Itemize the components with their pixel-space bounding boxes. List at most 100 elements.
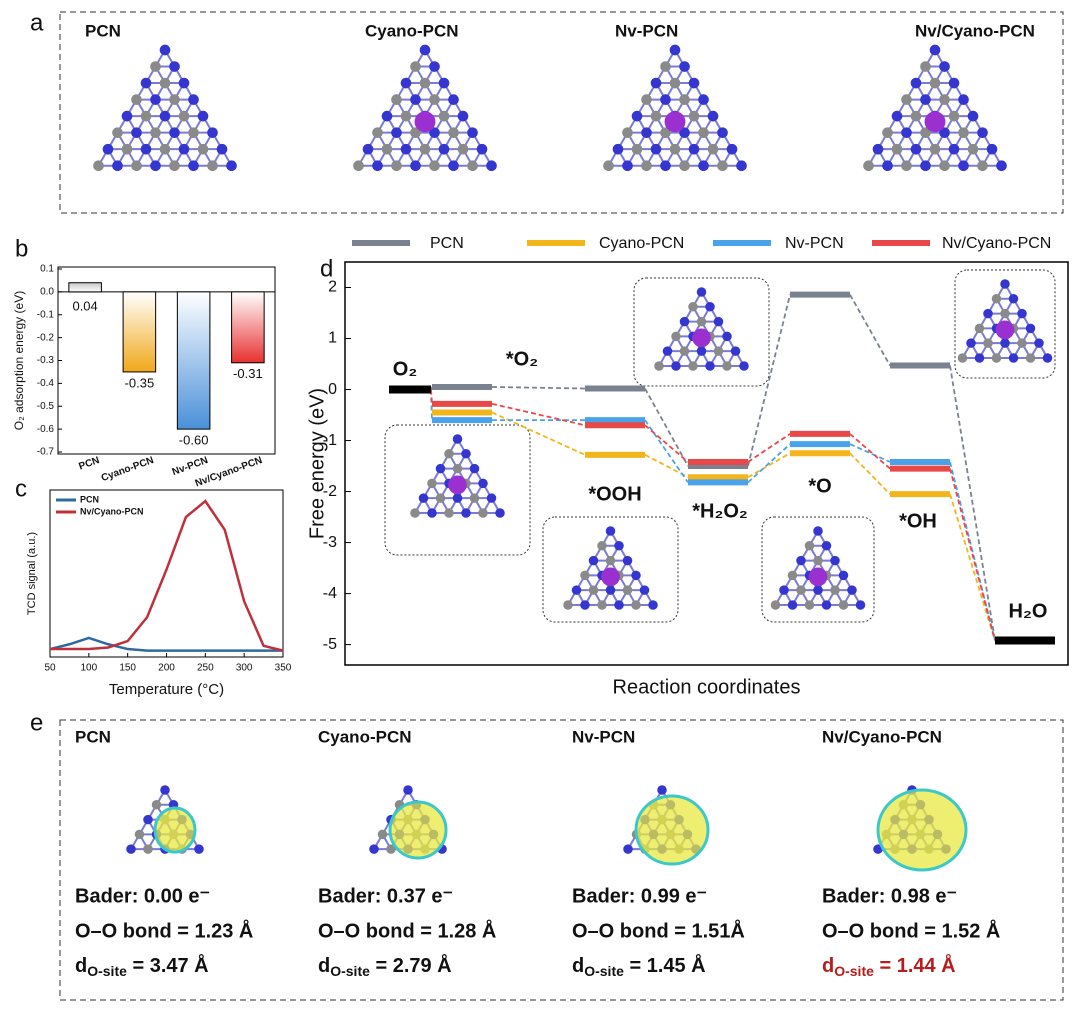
atom (400, 143, 412, 155)
level-label: H₂O (1009, 600, 1048, 622)
atom (739, 361, 749, 371)
atom (650, 77, 662, 89)
x-axis-label: Reaction coordinates (613, 676, 801, 698)
atom (563, 600, 573, 610)
atom (478, 508, 488, 518)
atom (958, 127, 969, 138)
atom (821, 600, 832, 610)
metal-atom (664, 111, 686, 133)
connector (747, 443, 791, 484)
atom (657, 785, 667, 795)
atom (1042, 353, 1053, 363)
atom (977, 160, 988, 172)
atom (461, 508, 471, 518)
connector (849, 452, 891, 495)
atom (1025, 353, 1036, 363)
atom (639, 585, 650, 595)
panel-label: d (320, 255, 333, 282)
atom (457, 143, 469, 155)
atom (429, 160, 440, 172)
atom (1017, 308, 1027, 319)
bader-charge: Bader: 0.98 e⁻ (822, 885, 957, 907)
atom (920, 160, 931, 172)
atom (688, 77, 700, 89)
atom (169, 160, 180, 172)
atom (410, 61, 421, 72)
atom (660, 94, 671, 105)
distance-symbol: d (318, 955, 330, 977)
atom (438, 143, 450, 155)
atom (669, 44, 681, 56)
atom (597, 600, 607, 610)
connector (644, 424, 689, 463)
atom (457, 110, 469, 122)
atom (671, 361, 681, 371)
y-tick-label: -0.3 (37, 355, 55, 366)
x-tick-label: 250 (197, 663, 214, 674)
atom (188, 94, 199, 105)
atom (939, 94, 950, 105)
bar (122, 291, 157, 373)
atom (362, 143, 374, 155)
column-title: Cyano-PCN (318, 727, 412, 746)
atom (920, 127, 931, 138)
series-line (49, 636, 283, 652)
atom (662, 346, 673, 356)
atom (991, 294, 1002, 304)
atom (1025, 323, 1036, 334)
atom (131, 127, 142, 138)
atom (614, 541, 624, 551)
atom (159, 44, 171, 56)
atom (660, 61, 671, 72)
y-tick-label: -0.7 (37, 447, 55, 458)
atom (958, 94, 969, 105)
atom (660, 127, 671, 138)
connector (849, 433, 891, 470)
atom (838, 600, 849, 610)
atom (920, 94, 931, 105)
atom (143, 844, 153, 854)
atom (372, 127, 383, 138)
atom (707, 143, 719, 155)
distance-value: = 3.47 Å (127, 953, 209, 977)
atom (891, 110, 903, 122)
charge-density (634, 794, 710, 866)
atom (612, 143, 624, 155)
atom (427, 478, 437, 489)
molecule-structure (770, 526, 866, 610)
atom (121, 110, 133, 122)
atom (143, 814, 153, 825)
atom (804, 600, 815, 610)
atom (631, 110, 643, 122)
atom (1000, 338, 1010, 348)
atom (891, 143, 903, 155)
atom (679, 127, 690, 138)
atom (403, 785, 413, 795)
atom (939, 160, 950, 172)
atom (429, 61, 440, 72)
atom (1034, 338, 1044, 348)
charge-density (876, 788, 968, 872)
bader-charge: Bader: 0.99 e⁻ (572, 885, 707, 907)
atom (717, 160, 728, 172)
atom (597, 541, 607, 551)
legend-label: Nv-PCN (785, 235, 844, 252)
connector (747, 294, 791, 467)
y-tick-label: -5 (323, 636, 337, 653)
atom (631, 600, 641, 610)
atom (469, 493, 480, 503)
molecule-structure (93, 44, 237, 172)
atom (435, 463, 446, 474)
atom (603, 160, 614, 172)
connector (491, 411, 586, 456)
legend-label: PCN (80, 494, 99, 504)
atom (178, 110, 190, 122)
atom (400, 77, 412, 89)
distance-symbol: d (572, 955, 584, 977)
atom (623, 844, 633, 854)
atom (188, 160, 199, 172)
atom (622, 160, 633, 172)
atom (140, 77, 152, 89)
y-axis-label: TCD signal (a.u.) (26, 532, 38, 615)
